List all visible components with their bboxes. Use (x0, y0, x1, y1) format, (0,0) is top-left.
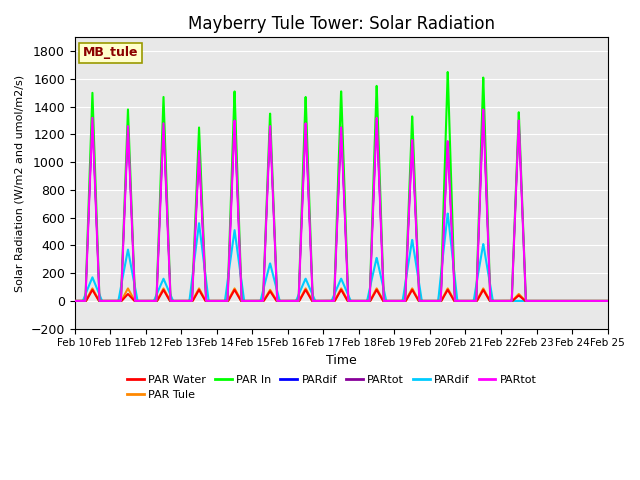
X-axis label: Time: Time (326, 354, 356, 367)
Title: Mayberry Tule Tower: Solar Radiation: Mayberry Tule Tower: Solar Radiation (188, 15, 495, 33)
Y-axis label: Solar Radiation (W/m2 and umol/m2/s): Solar Radiation (W/m2 and umol/m2/s) (15, 74, 25, 291)
Legend: PAR Water, PAR Tule, PAR In, PARdif, PARtot, PARdif, PARtot: PAR Water, PAR Tule, PAR In, PARdif, PAR… (123, 370, 541, 405)
Text: MB_tule: MB_tule (83, 46, 138, 59)
